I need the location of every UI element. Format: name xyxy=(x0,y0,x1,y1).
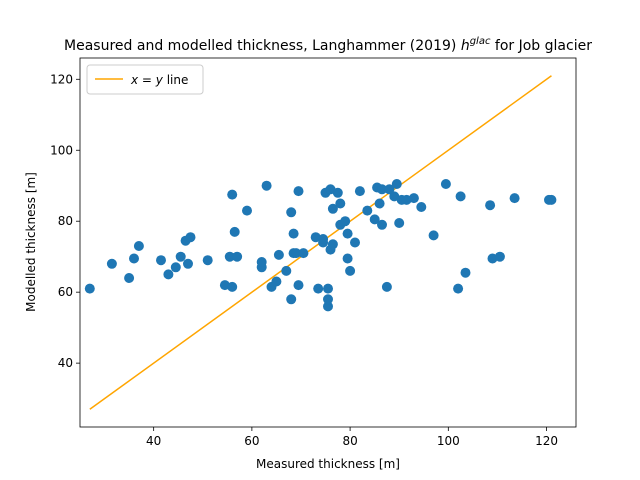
x-ticks: 40 60 80 100 120 xyxy=(146,427,558,448)
data-point xyxy=(362,205,373,216)
y-tick-label: 80 xyxy=(58,214,73,228)
data-point xyxy=(202,255,213,266)
data-point xyxy=(335,198,346,209)
data-point xyxy=(298,248,309,259)
data-point xyxy=(129,253,139,264)
data-point xyxy=(327,203,338,214)
data-point xyxy=(374,198,385,209)
x-tick-label: 40 xyxy=(146,434,161,448)
x-tick-label: 100 xyxy=(437,434,460,448)
points-layer xyxy=(84,179,557,312)
data-point xyxy=(332,187,343,198)
data-point xyxy=(273,249,284,260)
data-point xyxy=(293,280,304,291)
y-tick-label: 40 xyxy=(58,356,73,370)
data-point xyxy=(281,265,292,276)
y-tick-label: 100 xyxy=(50,143,73,157)
data-point xyxy=(428,230,439,241)
data-point xyxy=(354,186,365,197)
data-point xyxy=(124,273,135,283)
data-point xyxy=(261,180,272,191)
data-point xyxy=(391,179,402,189)
data-point xyxy=(345,265,356,276)
data-point xyxy=(342,228,353,239)
data-point xyxy=(175,251,186,262)
data-point xyxy=(369,214,380,225)
data-point xyxy=(384,184,395,195)
data-point xyxy=(350,237,360,248)
data-point xyxy=(327,239,338,250)
data-point xyxy=(377,219,387,230)
data-point xyxy=(416,202,427,212)
data-point xyxy=(288,228,299,239)
data-point xyxy=(377,184,387,195)
data-point xyxy=(323,301,333,312)
y-tick-label: 60 xyxy=(58,285,73,299)
legend-box xyxy=(86,64,204,95)
data-point xyxy=(227,189,238,200)
legend: x = y line xyxy=(86,64,204,95)
data-point xyxy=(84,283,95,294)
data-point xyxy=(394,218,405,228)
data-point xyxy=(453,283,464,294)
data-point xyxy=(286,294,297,305)
data-point xyxy=(455,191,466,202)
data-point xyxy=(381,281,392,292)
x-tick-label: 120 xyxy=(535,434,558,448)
data-point xyxy=(494,251,505,262)
axes-frame xyxy=(79,57,577,428)
data-point xyxy=(229,226,240,237)
data-point xyxy=(340,216,351,227)
data-point xyxy=(170,262,181,273)
data-point xyxy=(485,200,496,211)
data-point xyxy=(163,269,174,280)
x-axis-label: Measured thickness [m] xyxy=(256,457,400,471)
data-point xyxy=(256,257,267,267)
data-point xyxy=(106,258,117,269)
data-point xyxy=(286,207,297,218)
data-point xyxy=(271,276,282,287)
data-point xyxy=(293,186,304,197)
chart-title: Measured and modelled thickness, Langham… xyxy=(64,36,592,54)
data-point xyxy=(156,255,166,266)
data-point xyxy=(185,232,196,243)
y-tick-label: 120 xyxy=(50,72,73,86)
legend-label: x = y line xyxy=(130,73,188,87)
data-point xyxy=(183,258,193,269)
x-tick-label: 60 xyxy=(244,434,259,448)
x-tick-label: 80 xyxy=(342,434,357,448)
data-point xyxy=(291,248,302,259)
data-point xyxy=(232,251,243,262)
data-point xyxy=(313,283,324,294)
data-point xyxy=(318,234,329,244)
data-point xyxy=(323,294,333,305)
y-axis-label: Modelled thickness [m] xyxy=(24,172,38,312)
data-point xyxy=(440,179,451,189)
data-point xyxy=(546,194,557,205)
data-point xyxy=(408,193,419,204)
data-point xyxy=(323,283,333,294)
y-ticks: 40 60 80 100 120 xyxy=(50,72,80,370)
data-point xyxy=(342,253,353,264)
data-point xyxy=(227,281,238,292)
data-point xyxy=(242,205,252,216)
data-point xyxy=(133,241,144,251)
data-point xyxy=(460,267,471,278)
data-point xyxy=(389,191,400,202)
data-point xyxy=(224,251,235,262)
data-point xyxy=(509,193,520,204)
